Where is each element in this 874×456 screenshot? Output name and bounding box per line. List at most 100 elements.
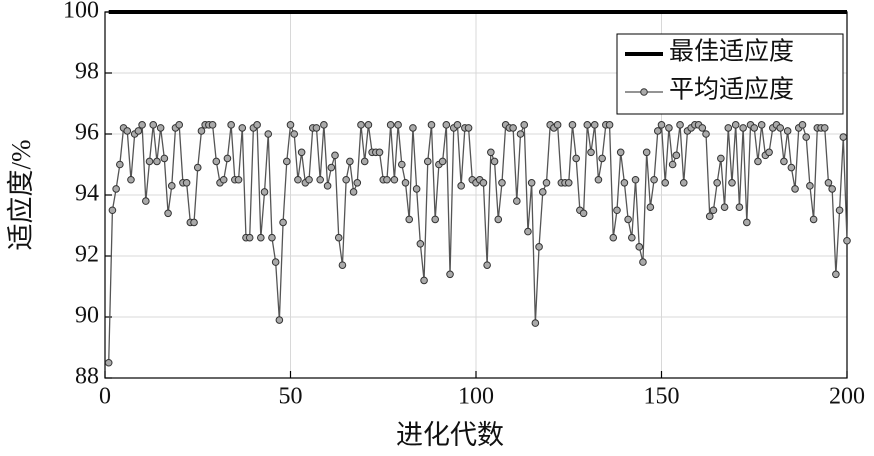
data-point <box>138 121 146 129</box>
data-point <box>843 236 851 245</box>
data-point <box>156 124 165 132</box>
data-point <box>401 179 410 187</box>
data-point <box>427 121 436 129</box>
y-tick-label: 100 <box>63 0 99 24</box>
data-point <box>605 121 614 129</box>
data-point <box>390 175 399 184</box>
data-point <box>145 157 154 166</box>
data-point <box>182 179 191 187</box>
data-point <box>661 179 670 187</box>
data-point <box>564 179 573 187</box>
data-point <box>650 175 658 184</box>
data-point <box>679 179 688 187</box>
data-point <box>386 121 395 129</box>
data-point <box>360 157 369 166</box>
data-point <box>160 154 169 163</box>
data-point <box>331 151 339 160</box>
data-point <box>104 358 113 367</box>
data-point <box>587 148 595 157</box>
data-point <box>394 121 402 129</box>
data-point <box>598 154 606 163</box>
data-point <box>223 154 232 163</box>
data-point <box>253 121 261 129</box>
data-point <box>757 121 766 129</box>
y-tick-label: 98 <box>75 59 99 85</box>
y-tick-label: 94 <box>75 181 99 207</box>
data-point <box>294 175 302 184</box>
data-point <box>542 179 551 187</box>
data-point <box>420 276 428 285</box>
data-point <box>709 206 718 215</box>
data-point <box>798 121 807 129</box>
data-point <box>653 127 662 135</box>
data-point <box>717 154 725 163</box>
data-point <box>828 185 836 193</box>
y-tick-label: 88 <box>75 364 99 390</box>
data-point <box>787 163 796 172</box>
data-point <box>123 127 132 135</box>
data-point <box>446 270 454 279</box>
data-point <box>705 212 714 221</box>
data-point <box>624 215 632 224</box>
data-point <box>112 185 120 193</box>
y-tick-label: 96 <box>75 120 99 146</box>
data-point <box>290 130 299 138</box>
legend-marker <box>640 88 648 96</box>
data-point <box>275 316 284 324</box>
y-axis-label: 适应度/% <box>6 140 36 251</box>
data-point <box>639 258 647 266</box>
data-point <box>568 121 577 129</box>
x-tick-label: 0 <box>99 384 111 410</box>
data-point <box>142 197 150 205</box>
data-point <box>208 121 217 129</box>
data-point <box>453 121 462 129</box>
data-point <box>127 175 135 184</box>
data-point <box>835 206 844 215</box>
data-point <box>134 127 143 135</box>
data-point <box>531 319 540 327</box>
data-point <box>338 261 347 269</box>
x-tick-label: 100 <box>458 384 494 410</box>
data-point <box>412 185 421 193</box>
data-point <box>483 261 491 269</box>
data-point <box>149 121 158 129</box>
data-point <box>286 121 295 129</box>
data-point <box>323 182 332 190</box>
data-point <box>646 203 655 211</box>
data-point <box>305 175 313 184</box>
data-point <box>513 197 521 205</box>
data-point <box>672 151 681 160</box>
data-point <box>316 175 324 184</box>
data-point <box>383 175 391 184</box>
data-point <box>783 127 792 135</box>
y-tick-label: 90 <box>75 303 99 329</box>
data-point <box>405 215 414 224</box>
data-point <box>342 175 350 184</box>
data-point <box>264 130 273 138</box>
data-point <box>739 124 747 132</box>
data-point <box>357 121 365 129</box>
data-point <box>282 157 291 166</box>
data-point <box>832 270 840 279</box>
data-point <box>728 179 736 187</box>
data-point <box>698 124 707 132</box>
legend-label: 平均适应度 <box>669 76 794 104</box>
data-point <box>490 157 499 166</box>
data-point <box>442 121 451 129</box>
data-point <box>791 185 799 193</box>
data-point <box>735 203 744 211</box>
data-point <box>349 188 358 196</box>
data-point <box>516 130 525 138</box>
data-point <box>257 233 265 242</box>
data-point <box>175 121 183 129</box>
data-point <box>616 148 625 157</box>
data-point <box>190 218 198 227</box>
data-point <box>423 157 432 166</box>
data-point <box>116 160 124 169</box>
data-point <box>279 218 287 227</box>
data-point <box>839 133 848 141</box>
data-point <box>590 121 599 129</box>
data-point <box>765 148 773 157</box>
data-point <box>613 206 621 215</box>
data-point <box>197 127 206 135</box>
